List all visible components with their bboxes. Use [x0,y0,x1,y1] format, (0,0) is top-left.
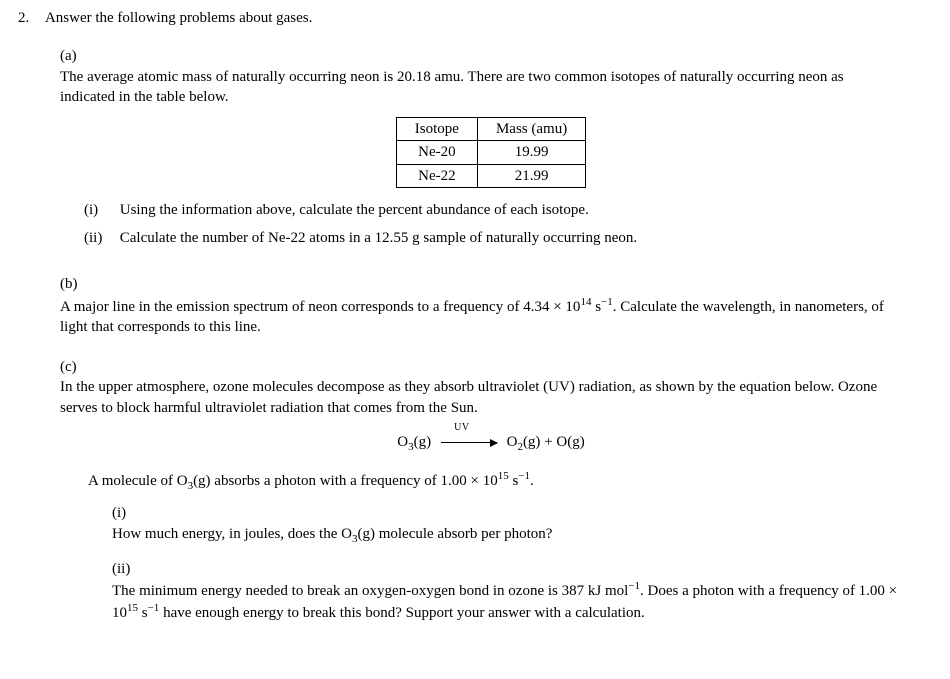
question-prompt: Answer the following problems about gase… [45,10,312,26]
part-b-unit: s [591,299,601,315]
sub-i-text: Using the information above, calculate t… [120,200,910,220]
c-sub-i-b: (g) molecule absorb per photon? [357,526,552,542]
c-sub-ii-unit: s [138,605,148,621]
c-sub-i-label: (i) [112,503,144,523]
question-number: 2. [18,8,42,28]
part-c-t2-exp: 15 [498,470,509,482]
arrow-head-icon [490,439,498,447]
part-a-sub-i: (i) Using the information above, calcula… [84,200,922,220]
part-c-sub-ii: (ii) The minimum energy needed to break … [112,559,922,624]
part-c-label: (c) [60,357,88,377]
table-header-isotope: Isotope [396,118,477,141]
part-c-t2-neg1: −1 [518,470,530,482]
part-c-text-1: In the upper atmosphere, ozone molecules… [60,377,900,418]
eqn-plus: + [540,434,556,450]
table-row: Ne-22 21.99 [396,164,585,187]
part-b-text: A major line in the emission spectrum of… [60,295,900,338]
eqn-reactant-base: O [397,434,408,450]
c-sub-i-text: How much energy, in joules, does the O3(… [112,524,902,547]
c-sub-ii-c: have enough energy to break this bond? S… [159,605,644,621]
part-c-t2a: A molecule of O [88,473,188,489]
c-sub-ii-neg1b: −1 [148,602,160,614]
part-b-neg1: −1 [601,296,613,308]
table-row: Ne-20 19.99 [396,141,585,164]
part-a-label: (a) [60,46,88,66]
part-b-label: (b) [60,274,88,294]
c-sub-ii-a: The minimum energy needed to break an ox… [112,583,628,599]
c-sub-ii-neg1: −1 [628,580,640,592]
part-a-text: The average atomic mass of naturally occ… [60,67,900,108]
eqn-p2-base: O [556,434,567,450]
eqn-p1-base: O [507,434,518,450]
eqn-state: (g) [414,434,432,450]
arrow-line-icon [441,442,497,443]
table-cell: Ne-20 [396,141,477,164]
eqn-p1-state: (g) [523,434,541,450]
table-header-row: Isotope Mass (amu) [396,118,585,141]
c-sub-ii-text: The minimum energy needed to break an ox… [112,579,902,624]
reaction-arrow: UV [441,432,497,452]
part-b-text-before: A major line in the emission spectrum of… [60,299,580,315]
part-b-exp: 14 [580,296,591,308]
part-c-t2b: (g) absorbs a photon with a frequency of… [193,473,498,489]
table-header-mass: Mass (amu) [477,118,585,141]
table-cell: 21.99 [477,164,585,187]
eqn-reactant: O3(g) [397,434,431,450]
part-c-t2-end: . [530,473,534,489]
table-cell: Ne-22 [396,164,477,187]
part-a-sub-ii: (ii) Calculate the number of Ne-22 atoms… [84,228,922,248]
question-root: 2. Answer the following problems about g… [18,8,922,28]
part-c: (c) In the upper atmosphere, ozone molec… [60,357,922,623]
table-cell: 19.99 [477,141,585,164]
part-b: (b) A major line in the emission spectru… [60,274,922,337]
isotope-table: Isotope Mass (amu) Ne-20 19.99 Ne-22 21.… [396,117,586,188]
c-sub-i-a: How much energy, in joules, does the O [112,526,352,542]
part-a: (a) The average atomic mass of naturally… [60,46,922,248]
part-c-t2-unit: s [509,473,519,489]
c-sub-ii-exp: 15 [127,602,138,614]
arrow-label: UV [441,421,483,435]
sub-ii-text: Calculate the number of Ne-22 atoms in a… [120,228,910,248]
eqn-p2-state: (g) [567,434,585,450]
c-sub-ii-label: (ii) [112,559,144,579]
ozone-equation: O3(g) UV O2(g) + O(g) [60,432,922,455]
sub-i-label: (i) [84,200,116,220]
sub-ii-label: (ii) [84,228,116,248]
part-c-sub-i: (i) How much energy, in joules, does the… [112,503,922,546]
part-c-text-2: A molecule of O3(g) absorbs a photon wit… [88,469,922,494]
eqn-product-2: O(g) [556,434,584,450]
eqn-product-1: O2(g) [507,434,541,450]
